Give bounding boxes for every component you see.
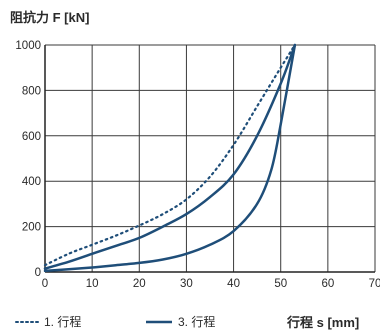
series-line-1 xyxy=(43,43,296,267)
y-tick-label: 200 xyxy=(22,222,41,234)
grid xyxy=(44,44,376,273)
x-tick-label: 20 xyxy=(133,278,146,290)
tick-labels: 0 10 20 30 40 50 60 70 0 200 400 600 800 1000 xyxy=(15,40,380,290)
x-tick-label: 70 xyxy=(369,278,380,290)
x-axis-title: 行程 s [mm] xyxy=(286,315,359,330)
y-tick-label: 0 xyxy=(35,267,41,279)
series-line-3 xyxy=(43,43,297,273)
series-line-2 xyxy=(43,43,297,270)
x-tick-label: 10 xyxy=(86,278,99,290)
legend-label-series-3: 3. 行程 xyxy=(178,314,215,329)
y-tick-label: 400 xyxy=(22,176,41,188)
series-lines xyxy=(43,43,297,273)
y-axis-title: 阻抗力 F [kN] xyxy=(10,10,89,25)
x-tick-label: 40 xyxy=(227,278,240,290)
x-tick-label: 60 xyxy=(321,278,334,290)
y-tick-label: 1000 xyxy=(15,40,41,52)
x-tick-label: 30 xyxy=(180,278,193,290)
y-tick-label: 600 xyxy=(22,131,41,143)
y-tick-label: 800 xyxy=(22,85,41,97)
legend: 1. 行程 3. 行程 xyxy=(15,314,215,329)
legend-label-series-1: 1. 行程 xyxy=(44,314,81,329)
x-tick-label: 0 xyxy=(42,278,48,290)
x-tick-label: 50 xyxy=(274,278,287,290)
